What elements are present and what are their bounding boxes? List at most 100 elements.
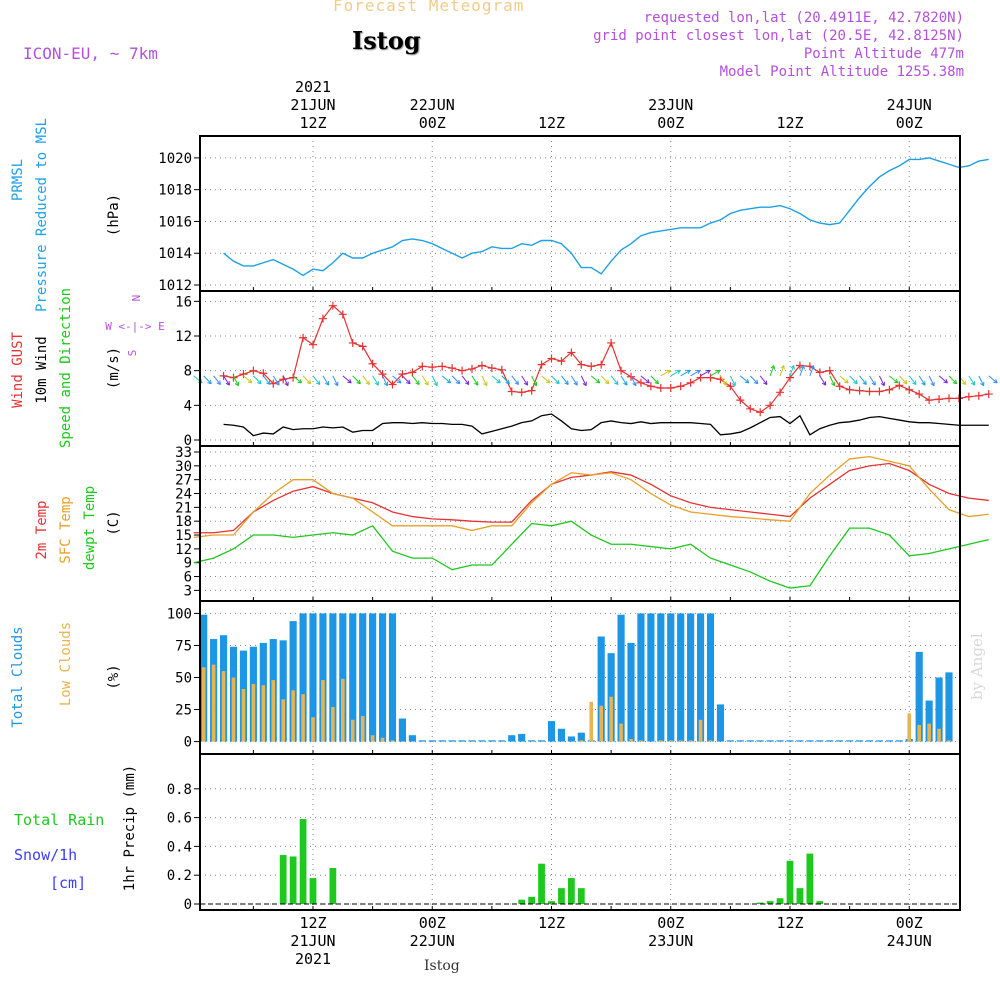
bottom-x-label: 12Z xyxy=(776,914,803,932)
top-x-label: 12Z xyxy=(299,114,326,132)
gust-label: Wind GUST xyxy=(10,332,26,408)
total-cloud-bar xyxy=(597,636,605,742)
wind-direction-arrow xyxy=(362,375,370,385)
wind-arrow-head xyxy=(952,379,958,385)
gust-marker xyxy=(418,362,427,371)
wind-arrow-head xyxy=(853,379,858,385)
wind-arrow-head xyxy=(573,381,578,386)
gust-marker xyxy=(855,386,864,395)
wind-direction-arrow xyxy=(640,375,650,384)
wind-direction-arrow xyxy=(600,375,610,385)
gust-marker xyxy=(825,366,834,375)
gust-marker xyxy=(696,373,705,382)
total-cloud-bar xyxy=(438,740,446,742)
wind-arrow-head xyxy=(666,369,671,375)
gust-marker xyxy=(239,370,248,379)
wind-direction-arrow xyxy=(531,375,537,386)
wind-units-label: (m/s) xyxy=(106,347,122,389)
wind-direction-arrow xyxy=(769,365,775,377)
wind-arrow-head xyxy=(455,379,461,385)
gust-marker xyxy=(477,361,486,370)
wind-direction-arrow xyxy=(869,375,876,386)
panel-frame-4 xyxy=(199,753,961,911)
gust-marker xyxy=(756,408,765,417)
top-x-label: 2021 xyxy=(295,78,331,96)
low-cloud-bar xyxy=(937,728,941,742)
low-cloud-bar xyxy=(350,719,355,742)
wind-direction-arrow xyxy=(451,375,461,385)
wind-direction-arrow xyxy=(729,375,736,386)
point-altitude: Point Altitude 477m xyxy=(803,46,964,62)
total-cloud-bar xyxy=(756,740,764,742)
low-cloud-bar xyxy=(907,713,912,742)
direction-key-we: W <-|-> E xyxy=(105,320,165,333)
wind-direction-arrow xyxy=(511,375,519,385)
gust-marker xyxy=(408,368,417,377)
top-x-label: 00Z xyxy=(896,114,923,132)
total-cloud-bar xyxy=(518,733,526,742)
total-cloud-bar xyxy=(528,740,536,742)
wind-direction-arrow xyxy=(739,375,750,384)
wind-arrow-head xyxy=(654,379,659,385)
wind-arrow-head xyxy=(325,381,330,386)
low-cloud-bar xyxy=(629,739,633,742)
y-tick-label: 21 xyxy=(175,500,192,516)
low-cloud-bar xyxy=(241,689,246,742)
gust-marker xyxy=(299,333,308,342)
wind-arrow-head xyxy=(862,380,867,385)
total-cloud-bar xyxy=(746,740,754,742)
low-cloud-bar xyxy=(639,740,643,742)
wind-direction-arrow xyxy=(670,369,681,377)
wind-direction-arrow xyxy=(441,375,451,384)
panel-wind: 0 4 8 12 16 (m/s) Wind GUST 10m Wind Speed and D… xyxy=(10,288,998,449)
pressure-units-label: (hPa) xyxy=(106,194,122,236)
gust-marker xyxy=(249,366,258,375)
wind-direction-arrow xyxy=(342,375,352,384)
gust-marker xyxy=(925,396,934,405)
rain-legend: Total Rain xyxy=(14,811,104,829)
low-cloud-bar xyxy=(331,706,335,742)
wind-direction-arrow xyxy=(352,375,361,385)
cloud-units-label: (%) xyxy=(106,664,122,689)
wind-direction-arrow xyxy=(272,375,280,386)
rain-bar xyxy=(528,896,536,904)
low-cloud-bar xyxy=(688,740,693,742)
y-tick-label: 16 xyxy=(175,294,192,310)
gust-marker xyxy=(895,381,904,390)
y-tick-label: 0.8 xyxy=(167,782,192,798)
total-cloud-bar xyxy=(647,613,655,742)
bottom-x-label: 12Z xyxy=(538,914,565,932)
wind-direction-arrow xyxy=(481,375,488,386)
wind-label: 10m Wind xyxy=(34,336,50,403)
wind-arrow-head xyxy=(464,380,470,385)
total-cloud-bar xyxy=(498,740,506,742)
low-clouds-label: Low Clouds xyxy=(58,622,74,706)
gust-marker xyxy=(776,388,785,397)
temp-series-0 xyxy=(193,462,989,534)
wind-direction-arrow xyxy=(660,369,671,377)
wind-arrow-head xyxy=(446,379,452,384)
gust-marker xyxy=(766,401,775,410)
total-cloud-bar xyxy=(915,651,923,742)
total-cloud-bar xyxy=(557,728,566,742)
y-tick-label: 75 xyxy=(175,638,192,654)
wind-direction-arrow xyxy=(978,375,985,386)
gust-marker xyxy=(597,360,606,369)
low-cloud-bar xyxy=(708,740,713,742)
gust-marker xyxy=(954,394,963,403)
temp-units-label: (C) xyxy=(106,510,122,535)
low-cloud-bar xyxy=(301,694,305,742)
low-cloud-bar xyxy=(281,699,285,742)
low-cloud-bar xyxy=(221,671,226,742)
wind-direction-arrow xyxy=(551,375,560,385)
low-cloud-bar xyxy=(659,740,663,742)
low-cloud-bar xyxy=(609,696,613,742)
wind-arrow-head xyxy=(356,379,361,385)
total-cloud-bar xyxy=(279,640,287,742)
y-tick-label: 1018 xyxy=(158,183,192,199)
low-cloud-bar xyxy=(390,740,395,742)
wind-direction-arrow xyxy=(988,375,998,384)
total-cloud-bar xyxy=(478,740,486,742)
wind-arrow-head xyxy=(297,379,303,384)
